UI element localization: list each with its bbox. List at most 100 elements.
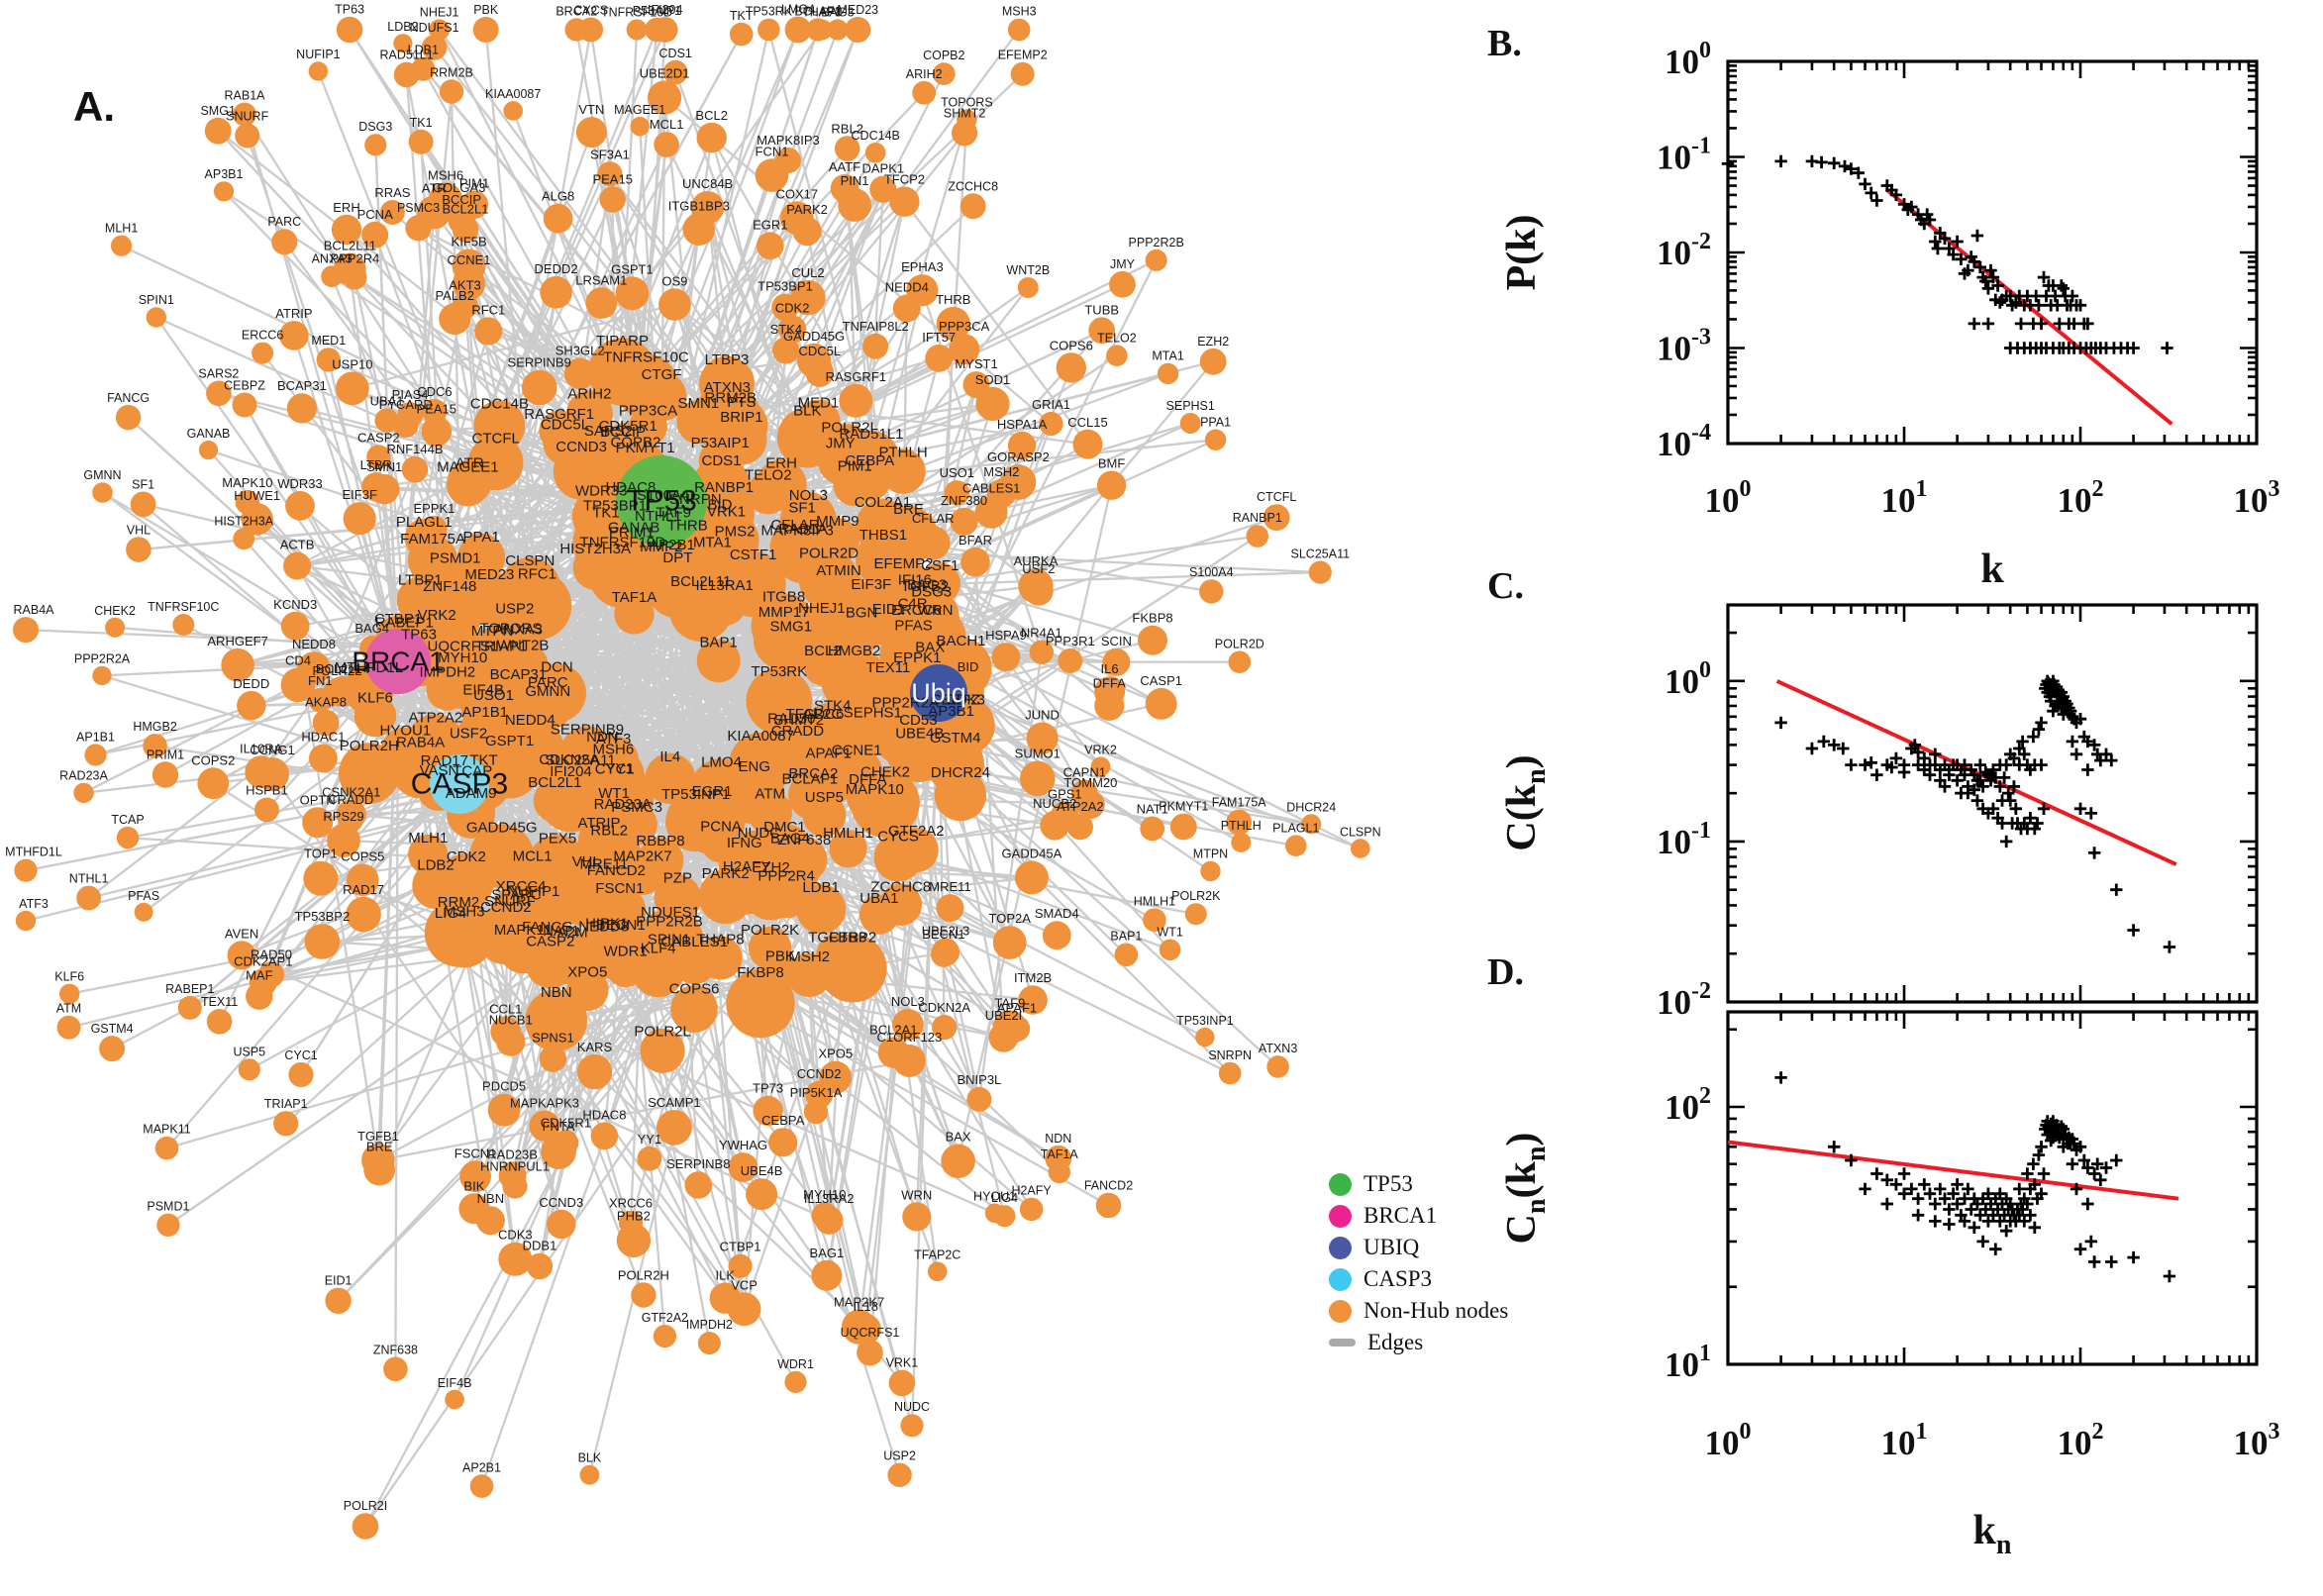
network-node[interactable] (986, 478, 1016, 508)
network-node[interactable] (396, 576, 444, 624)
network-node[interactable] (283, 551, 312, 580)
network-node[interactable] (285, 491, 315, 521)
network-node[interactable] (931, 942, 957, 967)
network-node[interactable] (143, 734, 167, 758)
network-node[interactable] (869, 175, 897, 203)
network-node[interactable] (811, 19, 833, 41)
network-node[interactable] (599, 186, 626, 213)
network-node[interactable] (952, 120, 978, 147)
network-node[interactable] (321, 265, 343, 288)
network-node[interactable] (379, 200, 405, 225)
network-node[interactable] (343, 265, 367, 290)
network-node[interactable] (363, 1153, 396, 1186)
network-node[interactable] (1262, 504, 1290, 531)
network-node[interactable] (873, 833, 923, 882)
network-node[interactable] (227, 941, 256, 970)
network-node[interactable] (842, 1309, 877, 1345)
network-node[interactable] (662, 59, 688, 85)
network-node[interactable] (1020, 760, 1056, 797)
network-node[interactable] (14, 858, 38, 882)
network-node[interactable] (728, 1152, 758, 1182)
network-node[interactable] (992, 1010, 1028, 1045)
network-node[interactable] (1014, 860, 1049, 895)
network-node[interactable] (771, 293, 799, 322)
network-node[interactable] (614, 594, 655, 635)
network-node[interactable] (380, 727, 431, 777)
network-node[interactable] (815, 518, 860, 562)
network-node[interactable] (487, 1093, 521, 1127)
network-node[interactable] (864, 143, 886, 163)
network-node[interactable] (646, 553, 710, 619)
network-node[interactable] (753, 609, 815, 670)
network-node[interactable] (888, 1369, 916, 1397)
network-node[interactable] (540, 276, 572, 309)
network-node[interactable] (361, 221, 389, 249)
network-node[interactable] (252, 342, 274, 364)
network-node[interactable] (579, 1464, 600, 1485)
network-node[interactable] (408, 535, 458, 586)
network-node[interactable] (1019, 1197, 1044, 1222)
network-node[interactable] (631, 1282, 656, 1308)
network-node[interactable] (729, 22, 754, 47)
network-node[interactable] (343, 502, 376, 536)
network-node[interactable] (594, 765, 636, 807)
network-node[interactable] (697, 1332, 721, 1355)
network-node[interactable] (768, 1128, 798, 1157)
network-node[interactable] (347, 863, 379, 897)
network-node[interactable] (1058, 648, 1083, 673)
network-node[interactable] (539, 768, 603, 833)
network-node[interactable] (134, 902, 153, 922)
network-node[interactable] (616, 804, 657, 846)
network-node[interactable] (206, 380, 232, 407)
network-node[interactable] (1090, 756, 1111, 777)
network-node[interactable] (936, 306, 970, 342)
network-node[interactable] (887, 1462, 912, 1488)
network-node[interactable] (790, 279, 826, 316)
network-node[interactable] (421, 35, 448, 60)
network-node[interactable] (975, 386, 1010, 421)
network-node[interactable] (925, 345, 954, 372)
network-node[interactable] (73, 782, 94, 803)
network-node[interactable] (235, 123, 260, 149)
network-node[interactable] (297, 651, 331, 685)
network-node[interactable] (718, 840, 770, 892)
network-node[interactable] (1145, 687, 1177, 720)
network-node[interactable] (1010, 61, 1035, 86)
network-node[interactable] (1199, 348, 1227, 375)
network-node[interactable] (525, 989, 588, 1051)
network-node[interactable] (280, 611, 310, 641)
network-node[interactable] (383, 1356, 408, 1382)
network-node[interactable] (15, 910, 37, 932)
network-node[interactable] (467, 435, 524, 491)
network-node[interactable] (1266, 1055, 1289, 1078)
network-node[interactable] (615, 276, 650, 311)
network-node[interactable] (1018, 985, 1048, 1015)
network-node[interactable] (1199, 579, 1224, 604)
network-node[interactable] (1231, 832, 1252, 852)
network-node[interactable] (653, 1325, 677, 1348)
network-node[interactable] (1070, 779, 1098, 807)
network-node[interactable] (76, 885, 101, 911)
network-node[interactable] (1096, 470, 1127, 500)
network-node[interactable] (1184, 903, 1207, 926)
network-node[interactable] (488, 891, 545, 947)
network-node[interactable] (233, 528, 255, 550)
network-node[interactable] (99, 1036, 126, 1062)
network-node[interactable] (498, 1161, 527, 1190)
network-node[interactable] (392, 412, 419, 438)
network-node[interactable] (805, 358, 835, 387)
network-node[interactable] (1246, 525, 1269, 548)
hub-node-ubiq[interactable] (910, 664, 967, 722)
network-node[interactable] (777, 504, 827, 553)
network-node[interactable] (1048, 1160, 1071, 1184)
hub-node-casp3[interactable] (430, 754, 489, 814)
network-node[interactable] (92, 482, 113, 503)
network-node[interactable] (827, 19, 849, 41)
network-node[interactable] (748, 926, 792, 970)
network-node[interactable] (892, 1009, 924, 1041)
network-node[interactable] (645, 752, 696, 805)
network-node[interactable] (221, 648, 254, 682)
network-node[interactable] (709, 1282, 741, 1314)
network-node[interactable] (469, 1474, 494, 1498)
network-node[interactable] (1017, 277, 1039, 298)
